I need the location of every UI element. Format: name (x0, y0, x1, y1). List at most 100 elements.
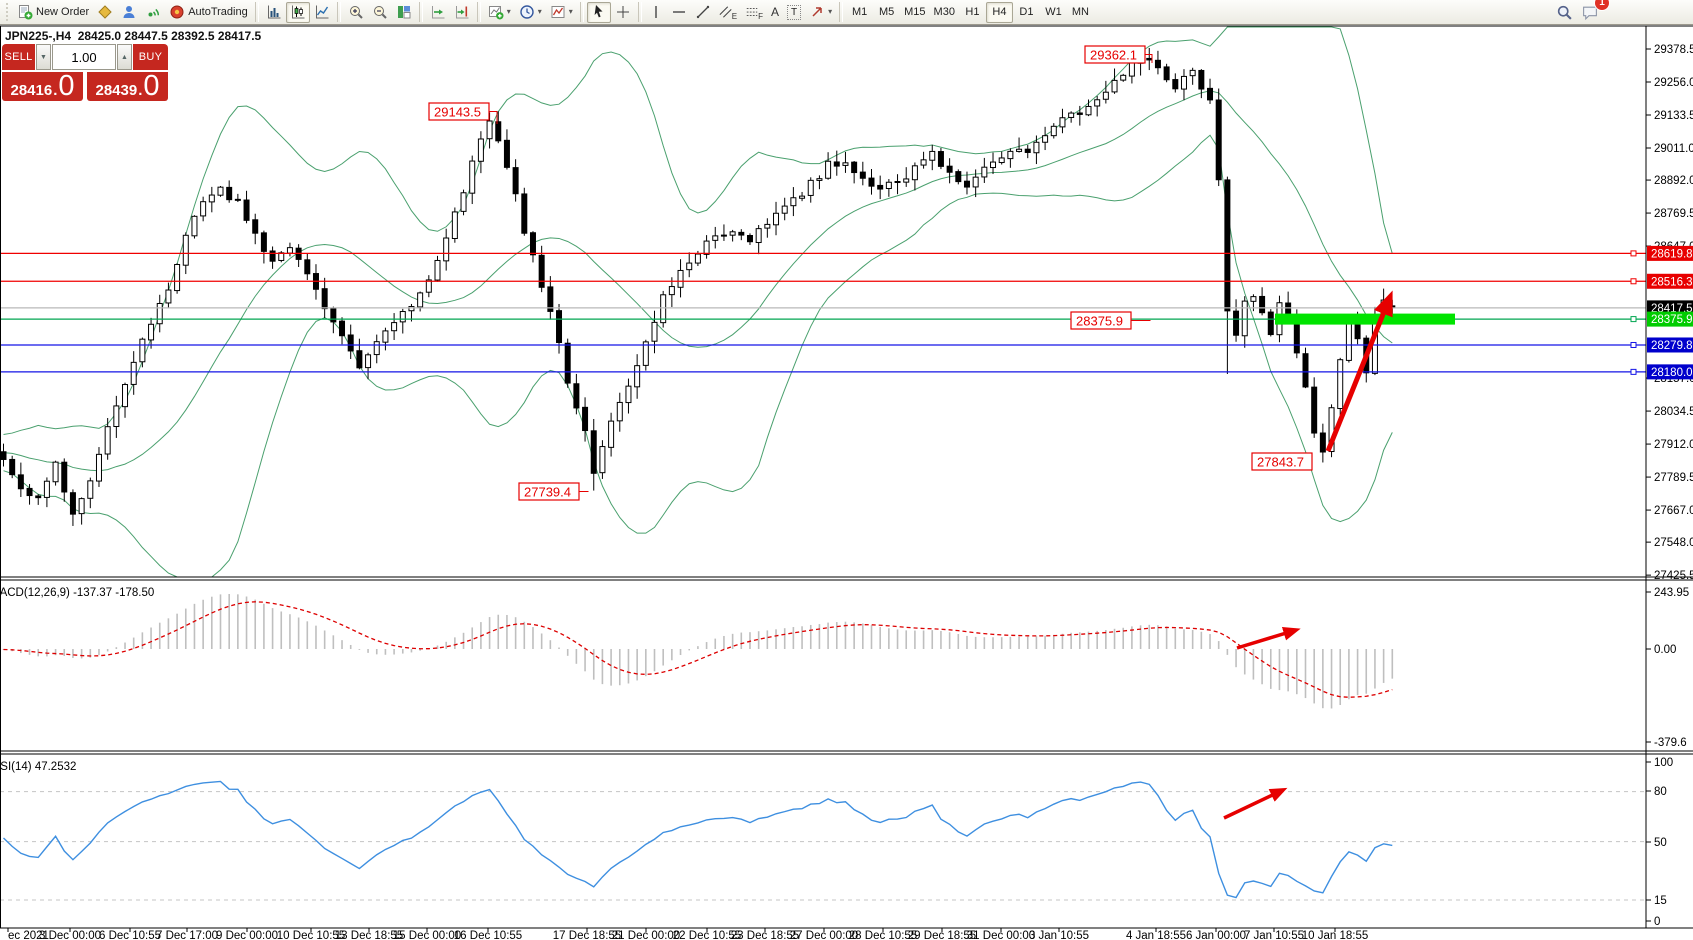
timeframe-button-h4[interactable]: H4 (985, 1, 1013, 23)
signals-button[interactable] (141, 2, 165, 23)
chart-canvas[interactable]: 29362.1 29143.5 28375.9 27843.7 27739.4 29378… (0, 25, 1693, 940)
metaeditor-icon (97, 4, 113, 20)
toolbar: New Order AutoTrading ▾ ▾ ▾ (0, 0, 1693, 25)
metaeditor-button[interactable] (93, 2, 117, 23)
toolbar-grip[interactable] (5, 3, 10, 21)
chat-button[interactable]: 1 (1577, 0, 1609, 23)
sell-price[interactable]: 28416. 0 (2, 72, 83, 101)
zoom-in-button[interactable] (344, 2, 368, 23)
separator (254, 2, 259, 22)
svg-text:243.95: 243.95 (1654, 587, 1689, 599)
tile-windows-button[interactable] (392, 2, 416, 23)
svg-text:23 Dec 18:55: 23 Dec 18:55 (731, 930, 799, 940)
periods-button[interactable]: ▾ (515, 2, 546, 23)
autotrading-button[interactable]: AutoTrading (165, 2, 252, 23)
svg-text:3 Dec 00:00: 3 Dec 00:00 (39, 930, 101, 940)
search-button[interactable] (1552, 2, 1577, 23)
text-icon: A (771, 5, 780, 19)
svg-text:27 Dec 00:00: 27 Dec 00:00 (790, 930, 858, 940)
svg-text:27739.4: 27739.4 (524, 485, 571, 500)
svg-text:0: 0 (1654, 916, 1660, 928)
new-order-icon (17, 4, 33, 20)
chart-shift-icon (454, 4, 470, 20)
crosshair-button[interactable] (611, 2, 635, 23)
timeframe-button-m15[interactable]: M15 (900, 2, 929, 23)
vertical-line-icon (649, 4, 663, 20)
new-order-button[interactable]: New Order (13, 2, 93, 23)
svg-text:100: 100 (1654, 757, 1673, 769)
horizontal-level-lines[interactable] (0, 250, 1646, 375)
volume-input[interactable]: 1.00 (52, 44, 116, 70)
autotrading-label: AutoTrading (188, 6, 248, 18)
buy-button[interactable]: BUY (133, 44, 168, 70)
svg-text:27912.0: 27912.0 (1654, 439, 1693, 451)
notification-badge: 1 (1595, 0, 1609, 10)
timeframe-button-w1[interactable]: W1 (1040, 2, 1067, 23)
autoscroll-button[interactable] (426, 2, 450, 23)
svg-text:29362.1: 29362.1 (1090, 48, 1137, 63)
timeframe-button-h1[interactable]: H1 (959, 2, 986, 23)
buy-price[interactable]: 28439. 0 (87, 72, 168, 101)
new-order-label: New Order (36, 6, 90, 18)
price-annotation[interactable]: 27843.7 (1251, 452, 1313, 471)
level-anchor[interactable] (1630, 250, 1637, 257)
separator (418, 2, 423, 22)
level-anchor[interactable] (1630, 341, 1637, 348)
arrow-tool-icon (809, 4, 825, 20)
channel-label: E (731, 11, 738, 21)
zoom-out-button[interactable] (368, 2, 392, 23)
sell-button[interactable]: SELL (2, 44, 35, 70)
cursor-button[interactable] (586, 1, 611, 23)
trend-arrow[interactable] (1236, 626, 1301, 650)
svg-text:28619.8: 28619.8 (1651, 248, 1693, 260)
level-anchor[interactable] (1630, 368, 1637, 375)
horizontal-line-button[interactable] (667, 2, 691, 23)
volume-decrease-button[interactable]: ▼ (36, 44, 51, 70)
price-annotation[interactable]: 29143.5 (428, 102, 498, 124)
indicator-axes: 243.95 0.00 -379.6 100 80 50 15 0 (1646, 587, 1689, 928)
bar-chart-button[interactable] (262, 2, 286, 23)
templates-button[interactable]: ▾ (546, 2, 577, 23)
volume-increase-button[interactable]: ▲ (117, 44, 132, 70)
svg-text:28375.9: 28375.9 (1651, 314, 1693, 326)
chart-shift-button[interactable] (450, 2, 474, 23)
equidistant-channel-button[interactable]: E (715, 2, 741, 23)
text-label-button[interactable]: T (783, 2, 805, 23)
level-anchor[interactable] (1630, 278, 1637, 285)
fibonacci-button[interactable]: F (741, 2, 767, 23)
price-annotation[interactable]: 28375.9 (1070, 311, 1151, 330)
svg-text:28034.5: 28034.5 (1654, 406, 1693, 418)
indicators-button[interactable]: ▾ (484, 2, 515, 23)
trend-arrow[interactable] (1325, 290, 1393, 452)
autotrading-icon (169, 4, 185, 20)
trend-arrows[interactable] (1223, 290, 1393, 820)
candlestick-chart-button[interactable] (285, 1, 310, 23)
trend-arrow[interactable] (1223, 787, 1288, 820)
dropdown-arrow-icon: ▾ (506, 7, 511, 16)
timeframe-button-m30[interactable]: M30 (930, 2, 959, 23)
arrows-button[interactable]: ▾ (805, 2, 836, 23)
timeframe-button-m5[interactable]: M5 (873, 2, 900, 23)
vertical-line-button[interactable] (645, 2, 667, 23)
svg-text:15 Dec 00:00: 15 Dec 00:00 (393, 930, 461, 940)
svg-text:27843.7: 27843.7 (1257, 455, 1304, 470)
highlight-rectangle[interactable] (1275, 313, 1455, 325)
trendline-button[interactable] (691, 2, 715, 23)
price-axis[interactable]: 29378.5 29256.0 29133.5 29011.0 28892.0 28769… (1646, 44, 1693, 582)
svg-text:22 Dec 10:55: 22 Dec 10:55 (673, 930, 741, 940)
price-annotation[interactable]: 27739.4 (518, 482, 589, 501)
timeframe-button-mn[interactable]: MN (1067, 2, 1094, 23)
timeframe-button-m1[interactable]: M1 (846, 2, 873, 23)
svg-text:28892.0: 28892.0 (1654, 175, 1693, 187)
svg-text:28375.9: 28375.9 (1076, 314, 1123, 329)
price-annotations[interactable]: 29362.1 29143.5 28375.9 27843.7 27739.4 (428, 45, 1313, 501)
timeframe-button-d1[interactable]: D1 (1013, 2, 1040, 23)
text-button[interactable]: A (767, 2, 783, 23)
level-anchor[interactable] (1630, 316, 1637, 323)
svg-text:13 Dec 18:55: 13 Dec 18:55 (335, 930, 403, 940)
community-button[interactable] (117, 2, 141, 23)
price-annotation[interactable]: 29362.1 (1084, 45, 1153, 64)
line-chart-button[interactable] (310, 2, 334, 23)
macd-label: MACD(12,26,9) -137.37 -178.50 (0, 587, 154, 599)
